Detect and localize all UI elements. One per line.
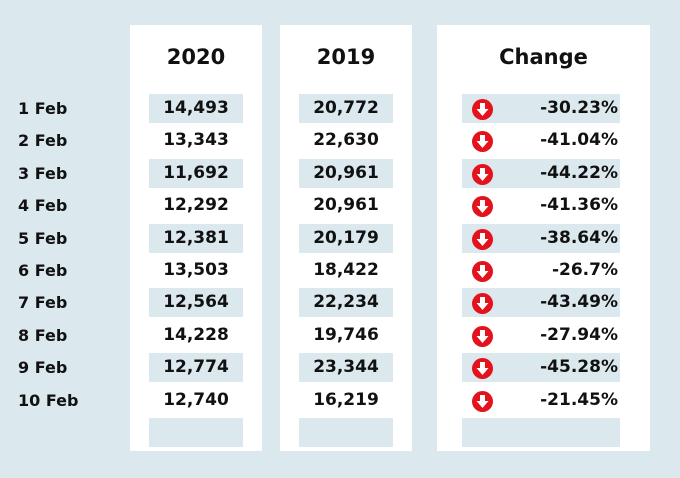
cell-2020: 14,228 xyxy=(163,324,229,345)
cell-2019: 20,179 xyxy=(299,223,393,253)
down-arrow-circle-icon xyxy=(472,99,493,120)
column-header-change: Change xyxy=(499,45,588,69)
cell-2020: 14,493 xyxy=(149,94,243,123)
change-value: -45.28% xyxy=(540,357,618,378)
column-header-2020: 2020 xyxy=(166,45,226,69)
cell-2019: 22,234 xyxy=(299,288,393,318)
cell-2019: 20,772 xyxy=(299,94,393,123)
cell-2020: 12,564 xyxy=(149,288,243,318)
cell-2019: 20,961 xyxy=(313,195,379,216)
row-label: 3 Feb xyxy=(18,163,68,183)
cell-2019: 22,630 xyxy=(313,130,379,151)
row-label: 8 Feb xyxy=(18,325,68,345)
down-arrow-circle-icon xyxy=(472,358,493,380)
empty-cell xyxy=(462,418,620,447)
column-2019: 2019 20,772 22,630 20,961 20,961 20,179 18,42… xyxy=(280,25,412,451)
change-value: -41.36% xyxy=(540,195,618,216)
cell-2019: 18,422 xyxy=(313,260,379,280)
row-label: 5 Feb xyxy=(18,228,68,248)
cell-2020: 12,292 xyxy=(163,195,229,216)
down-arrow-circle-icon xyxy=(472,261,493,282)
cell-2019: 16,219 xyxy=(313,389,379,410)
cell-2020: 12,740 xyxy=(163,389,229,410)
row-label: 9 Feb xyxy=(18,358,68,378)
change-value: -43.49% xyxy=(540,292,618,313)
cell-2020: 12,774 xyxy=(149,353,243,383)
row-label: 10 Feb xyxy=(18,390,79,410)
column-2020: 2020 14,493 13,343 11,692 12,292 12,381 13,50… xyxy=(130,25,262,451)
row-label: 4 Feb xyxy=(18,196,68,216)
down-arrow-circle-icon xyxy=(472,163,493,185)
change-value: -41.04% xyxy=(540,130,618,151)
change-value: -27.94% xyxy=(540,324,618,345)
cell-2020: 12,381 xyxy=(149,223,243,253)
cell-2019: 23,344 xyxy=(299,353,393,383)
cell-2020: 11,692 xyxy=(149,158,243,188)
change-value: -21.45% xyxy=(540,389,618,410)
change-value: -30.23% xyxy=(540,98,618,118)
cell-2020: 13,503 xyxy=(163,260,229,280)
row-label: 1 Feb xyxy=(18,99,68,118)
row-label: 2 Feb xyxy=(18,131,68,151)
row-label: 6 Feb xyxy=(18,261,68,280)
down-arrow-circle-icon xyxy=(472,325,493,347)
row-label: 7 Feb xyxy=(18,293,68,313)
down-arrow-circle-icon xyxy=(472,196,493,218)
change-value: -44.22% xyxy=(540,162,618,183)
down-arrow-circle-icon xyxy=(472,131,493,153)
cell-2019: 19,746 xyxy=(313,324,379,345)
cell-2020: 13,343 xyxy=(163,130,229,151)
change-value: -26.7% xyxy=(551,260,618,280)
empty-cell xyxy=(149,418,243,447)
change-value: -38.64% xyxy=(540,227,618,248)
down-arrow-circle-icon xyxy=(472,228,493,250)
down-arrow-circle-icon xyxy=(472,390,493,412)
column-change: Change -30.23% -41.04% -44.22% -41.36% -38.6… xyxy=(437,25,650,451)
down-arrow-circle-icon xyxy=(472,293,493,315)
cell-2019: 20,961 xyxy=(299,158,393,188)
empty-cell xyxy=(299,418,393,447)
column-header-2019: 2019 xyxy=(316,45,376,69)
